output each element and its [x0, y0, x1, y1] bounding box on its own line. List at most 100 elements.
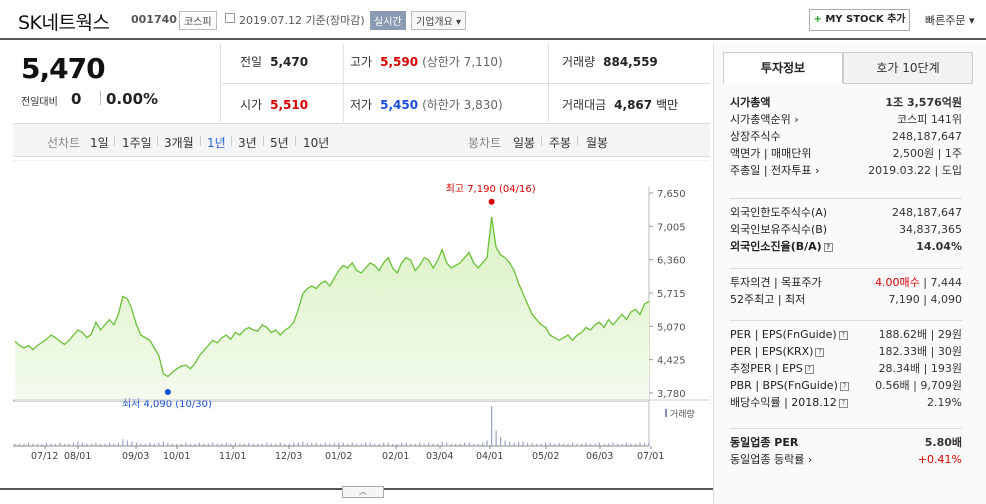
- volume-bar: [396, 443, 398, 446]
- collapse-chart-button[interactable]: ︿: [342, 486, 384, 498]
- volume-bar: [522, 441, 524, 446]
- help-icon[interactable]: ?: [838, 331, 848, 340]
- volume-bar: [383, 442, 385, 446]
- stock-code: 001740: [131, 13, 177, 26]
- volume-bar: [576, 443, 578, 446]
- market-badge: 코스피: [179, 11, 217, 30]
- volume-bar: [455, 443, 457, 446]
- divider: [295, 136, 296, 146]
- period-selector: 선차트 1일 1주일 3개월 1년 3년 5년 10년 봉차트 일봉 주봉 월봉: [13, 123, 710, 157]
- change-percent: 0.00%: [106, 90, 159, 108]
- info-group: 시가총액 1조 3,576억원 시가총액순위 › 코스피 141위 상장주식수 248,1…: [730, 94, 962, 179]
- volume-bar: [36, 443, 39, 446]
- volume-bar: [621, 443, 623, 446]
- period-3y[interactable]: 3년: [238, 136, 257, 150]
- y-tick-label: 7,650: [657, 189, 686, 200]
- info-value: 2.19%: [927, 396, 962, 409]
- current-price: 5,470: [21, 52, 106, 85]
- info-value: 28.34배 | 193원: [878, 362, 962, 375]
- info-row: 시가총액순위 › 코스피 141위: [730, 111, 962, 128]
- help-icon[interactable]: ?: [804, 365, 814, 374]
- volume-bar: [176, 443, 178, 446]
- divider: [157, 136, 158, 146]
- volume-bar: [230, 443, 232, 446]
- info-label: 추정PER | EPS?: [730, 360, 814, 377]
- company-info-dropdown[interactable]: 기업개요 ▾: [411, 11, 466, 30]
- info-value: 7,190 | 4,090: [888, 293, 962, 306]
- volume-bar: [194, 443, 196, 446]
- help-icon[interactable]: ?: [823, 243, 833, 252]
- price-chart[interactable]: 7,650 7,005 6,360 5,715 5,070 4,425 3,780 최고 7,…: [13, 160, 710, 466]
- volume-bar: [580, 443, 583, 446]
- divider: [231, 136, 232, 146]
- period-10y[interactable]: 10년: [303, 136, 330, 150]
- period-3m[interactable]: 3개월: [164, 136, 194, 150]
- info-row: PBR | BPS(FnGuide)? 0.56배 | 9,709원: [730, 377, 962, 394]
- add-mystock-button[interactable]: + MY STOCK 추가: [809, 9, 910, 31]
- volume-bar: [504, 440, 506, 446]
- volume-bar: [625, 442, 628, 446]
- x-tick-label: 09/03: [122, 451, 149, 462]
- volume-bar: [266, 442, 268, 446]
- volume-bar: [63, 443, 66, 446]
- help-icon[interactable]: ?: [815, 348, 825, 357]
- volume-bar: [185, 442, 187, 446]
- volume-bar: [585, 442, 587, 446]
- info-label[interactable]: 주총일 | 전자투표 ›: [730, 164, 820, 177]
- period-1w[interactable]: 1주일: [122, 136, 152, 150]
- y-tick-label: 5,715: [657, 289, 686, 300]
- volume-bar: [167, 442, 169, 446]
- price-area: [15, 216, 649, 401]
- volume-bar: [360, 443, 362, 446]
- volume-bar: [324, 442, 326, 446]
- candle-weekly[interactable]: 주봉: [549, 136, 572, 150]
- volume-bar: [392, 443, 394, 446]
- volume-bar: [275, 443, 277, 446]
- volume-bar: [149, 442, 151, 446]
- info-row: 외국인소진율(B/A)? 14.04%: [730, 238, 962, 255]
- tab-orderbook[interactable]: 호가 10단계: [843, 52, 973, 84]
- volume-bar: [140, 443, 142, 446]
- volume-bar: [428, 442, 430, 446]
- info-value: 코스피 141위: [897, 113, 962, 126]
- calendar-icon: [225, 13, 235, 23]
- stock-name: SK네트웍스: [18, 12, 110, 34]
- volume-bar: [81, 442, 84, 446]
- x-tick-label: 03/04: [426, 451, 453, 462]
- volume-bar: [72, 442, 75, 446]
- period-1d[interactable]: 1일: [90, 136, 109, 150]
- volume-bar: [234, 442, 236, 446]
- volume-bar: [216, 443, 218, 446]
- info-label: 액면가 | 매매단위: [730, 147, 812, 160]
- info-label: 외국인소진율(B/A)?: [730, 238, 833, 255]
- help-icon[interactable]: ?: [839, 382, 849, 391]
- info-label[interactable]: 동일업종 등락률 ›: [730, 453, 813, 466]
- period-5y[interactable]: 5년: [270, 136, 289, 150]
- min-marker: [164, 388, 171, 395]
- base-date: 2019.07.12 기준(장마감): [239, 14, 365, 27]
- volume-bar: [414, 443, 416, 446]
- realtime-button[interactable]: 실시간: [370, 11, 406, 30]
- info-label: 상장주식수: [730, 130, 781, 143]
- tab-invest-info[interactable]: 투자정보: [723, 52, 843, 84]
- volume-bar: [432, 443, 434, 446]
- volume-bar: [122, 439, 124, 446]
- help-icon[interactable]: ?: [838, 399, 848, 408]
- candle-daily[interactable]: 일봉: [513, 136, 536, 150]
- volume-bar: [41, 443, 43, 446]
- volume-bar: [365, 442, 367, 446]
- x-tick-label: 06/03: [586, 451, 613, 462]
- candle-monthly[interactable]: 월봉: [586, 136, 609, 150]
- volume-bar: [239, 443, 241, 446]
- volume-bar: [113, 443, 115, 446]
- info-value: +0.41%: [917, 453, 962, 466]
- fast-order-dropdown[interactable]: 빠른주문 ▾: [925, 14, 975, 27]
- info-label: 시가총액: [730, 96, 771, 109]
- period-1y[interactable]: 1년: [207, 136, 226, 150]
- volume-bar: [171, 443, 173, 446]
- info-label[interactable]: 시가총액순위 ›: [730, 113, 799, 126]
- volume-bar: [616, 443, 619, 446]
- y-tick-label: 6,360: [657, 256, 686, 267]
- info-value: 5.80배: [924, 436, 962, 449]
- change-value: 0: [71, 90, 82, 108]
